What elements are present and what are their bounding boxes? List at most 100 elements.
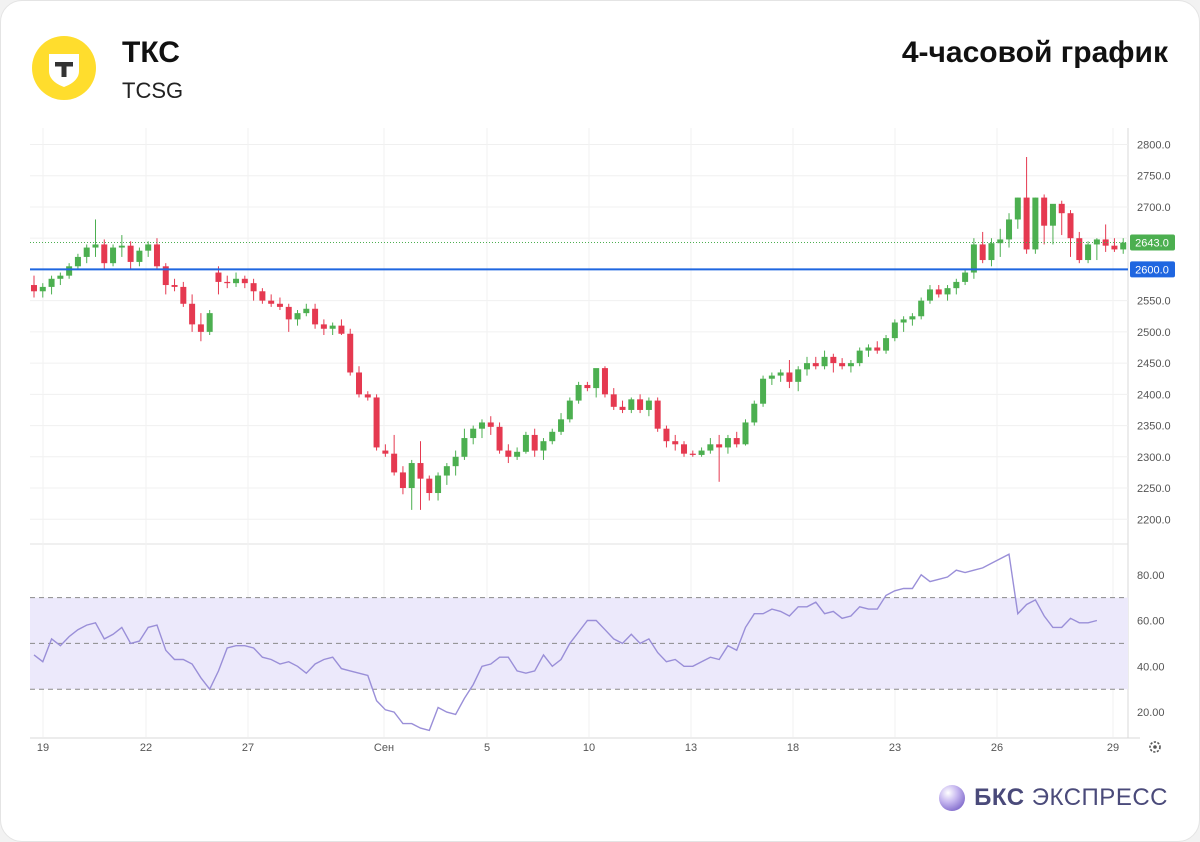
price-tick-label: 2250.0 xyxy=(1137,483,1171,495)
bks-sphere-icon xyxy=(939,785,966,811)
support-level-label: 2600.0 xyxy=(1135,264,1169,276)
time-tick-label: 18 xyxy=(787,742,799,754)
price-tick-label: 2750.0 xyxy=(1137,171,1171,183)
candle-body xyxy=(865,347,872,351)
bks-brand-rest: ЭКСПРЕСС xyxy=(1031,784,1168,811)
gear-inner xyxy=(1153,745,1157,749)
candle-body xyxy=(320,324,327,329)
candle-body xyxy=(821,356,828,367)
last-price-badge xyxy=(1130,234,1175,251)
time-tick-label: 5 xyxy=(484,742,490,754)
candle-body xyxy=(426,478,433,494)
candle-body xyxy=(57,275,64,279)
candle-body xyxy=(180,286,187,304)
candle-body xyxy=(584,384,591,389)
candle-body xyxy=(575,384,582,401)
candle-body xyxy=(698,450,705,455)
candle-body xyxy=(268,300,275,304)
bks-brand-bold: БКС xyxy=(974,784,1025,811)
price-tick-label: 2550.0 xyxy=(1137,296,1171,308)
candle-body xyxy=(707,444,714,451)
candle-body xyxy=(233,278,240,284)
candle-body xyxy=(689,453,696,455)
candle-body xyxy=(408,463,415,489)
rsi-tick-label: 20.00 xyxy=(1137,707,1165,719)
candle-body xyxy=(241,278,248,284)
candle-body xyxy=(619,406,626,410)
candle-body xyxy=(162,266,169,286)
last-price-label: 2643.0 xyxy=(1135,238,1169,250)
candle-body xyxy=(153,244,160,267)
candle-body xyxy=(487,422,494,427)
candle-body xyxy=(768,375,775,379)
candle-body xyxy=(74,256,81,267)
candle-body xyxy=(461,438,468,457)
candle-body xyxy=(118,245,125,248)
candle-body xyxy=(918,300,925,317)
candle-body xyxy=(909,316,916,320)
candle-body xyxy=(391,453,398,473)
price-tick-label: 2400.0 xyxy=(1137,389,1171,401)
candle-body xyxy=(338,325,345,334)
candle-body xyxy=(1023,197,1030,250)
price-tick-label: 2450.0 xyxy=(1137,358,1171,370)
candle-body xyxy=(856,350,863,364)
company-name: ТКС xyxy=(122,36,180,69)
candle-body xyxy=(795,369,802,382)
candle-body xyxy=(285,306,292,320)
timeframe-title: 4-часовой график xyxy=(901,36,1168,69)
candle-body xyxy=(259,291,266,301)
candle-body xyxy=(373,397,380,448)
candle-body xyxy=(751,403,758,423)
time-tick-label: 22 xyxy=(140,742,152,754)
candle-body xyxy=(189,303,196,325)
candle-body xyxy=(364,394,371,398)
candle-body xyxy=(417,463,424,479)
candle-body xyxy=(812,363,819,367)
candle-body xyxy=(145,244,152,251)
candle-body xyxy=(883,338,890,351)
time-tick-label: 27 xyxy=(242,742,254,754)
candle-body xyxy=(435,475,442,494)
time-tick-label: 19 xyxy=(37,742,49,754)
candle-body xyxy=(496,426,503,451)
candle-body xyxy=(610,394,617,407)
candle-body xyxy=(874,347,881,351)
candle-body xyxy=(171,285,178,287)
price-tick-label: 2700.0 xyxy=(1137,202,1171,214)
candle-body xyxy=(716,444,723,448)
candle-body xyxy=(215,272,222,282)
candle-body xyxy=(628,399,635,410)
time-tick-label: 29 xyxy=(1107,742,1119,754)
price-tick-label: 2350.0 xyxy=(1137,421,1171,433)
rsi-line xyxy=(33,553,1098,732)
candle-body xyxy=(276,303,283,307)
candle-body xyxy=(514,451,521,457)
settings-gear-icon[interactable] xyxy=(1149,741,1161,753)
candle-body xyxy=(312,308,319,325)
candle-body xyxy=(997,239,1004,244)
candle-body xyxy=(847,363,854,367)
candle-body xyxy=(1102,239,1109,246)
candle-body xyxy=(830,356,837,364)
candle-body xyxy=(1120,242,1127,250)
candle-body xyxy=(988,243,995,261)
candle-body xyxy=(303,308,310,314)
candle-body xyxy=(470,428,477,439)
candle-body xyxy=(645,400,652,410)
candle-body xyxy=(382,450,389,454)
candle-body xyxy=(1067,213,1074,239)
candle-body xyxy=(101,244,108,264)
candle-body xyxy=(110,247,117,264)
candle-body xyxy=(891,322,898,339)
candle-body xyxy=(531,434,538,451)
price-tick-label: 2800.0 xyxy=(1137,139,1171,151)
candle-body xyxy=(681,444,688,454)
candle-body xyxy=(522,434,529,452)
candle-body xyxy=(970,244,977,273)
time-tick-label: Сен xyxy=(374,742,394,754)
candle-body xyxy=(637,399,644,410)
candle-body xyxy=(1093,239,1100,245)
price-tick-label: 2500.0 xyxy=(1137,327,1171,339)
